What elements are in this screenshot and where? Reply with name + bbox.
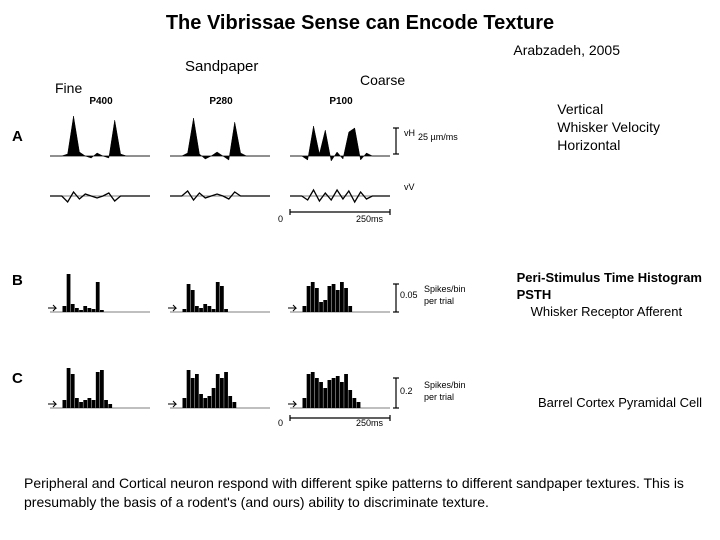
sandpaper-label: Sandpaper [185, 58, 258, 75]
legend-row-a: Vertical Whisker Velocity Horizontal [557, 100, 660, 155]
legend-row-c: Barrel Cortex Pyramidal Cell [538, 395, 702, 410]
legend-b-line1: Peri-Stimulus Time Histogram [517, 270, 702, 287]
citation: Arabzadeh, 2005 [513, 42, 620, 58]
vh-symbol: vH [404, 128, 415, 138]
footer-caption: Peripheral and Cortical neuron respond w… [24, 474, 696, 512]
figure-svg [30, 92, 460, 432]
legend-row-b: Peri-Stimulus Time Histogram PSTH Whiske… [517, 270, 702, 321]
legend-a-line3: Horizontal [557, 136, 660, 154]
scale-b-unit1: Spikes/bin [424, 284, 466, 294]
figure-region [30, 92, 460, 432]
scale-vh-y: 25 µm/ms [418, 132, 458, 142]
row-label-b: B [12, 272, 23, 289]
scale-c-y: 0.2 [400, 386, 413, 396]
scale-b-unit2: per trial [424, 296, 454, 306]
vv-symbol: vV [404, 182, 415, 192]
page-title: The Vibrissae Sense can Encode Texture [0, 12, 720, 35]
legend-a-line1: Vertical [557, 100, 660, 118]
legend-b-line2: PSTH [517, 287, 702, 304]
legend-b-line3: Whisker Receptor Afferent [531, 304, 702, 321]
scale-vh-x-right: 250ms [356, 214, 383, 224]
row-label-a: A [12, 128, 23, 145]
scale-c-unit1: Spikes/bin [424, 380, 466, 390]
scale-c-unit2: per trial [424, 392, 454, 402]
scale-c-x-left: 0 [278, 418, 283, 428]
coarse-label: Coarse [360, 72, 405, 88]
scale-vh-x-left: 0 [278, 214, 283, 224]
legend-a-line2: Whisker Velocity [557, 118, 660, 136]
scale-b-y: 0.05 [400, 290, 418, 300]
scale-c-x-right: 250ms [356, 418, 383, 428]
row-label-c: C [12, 370, 23, 387]
